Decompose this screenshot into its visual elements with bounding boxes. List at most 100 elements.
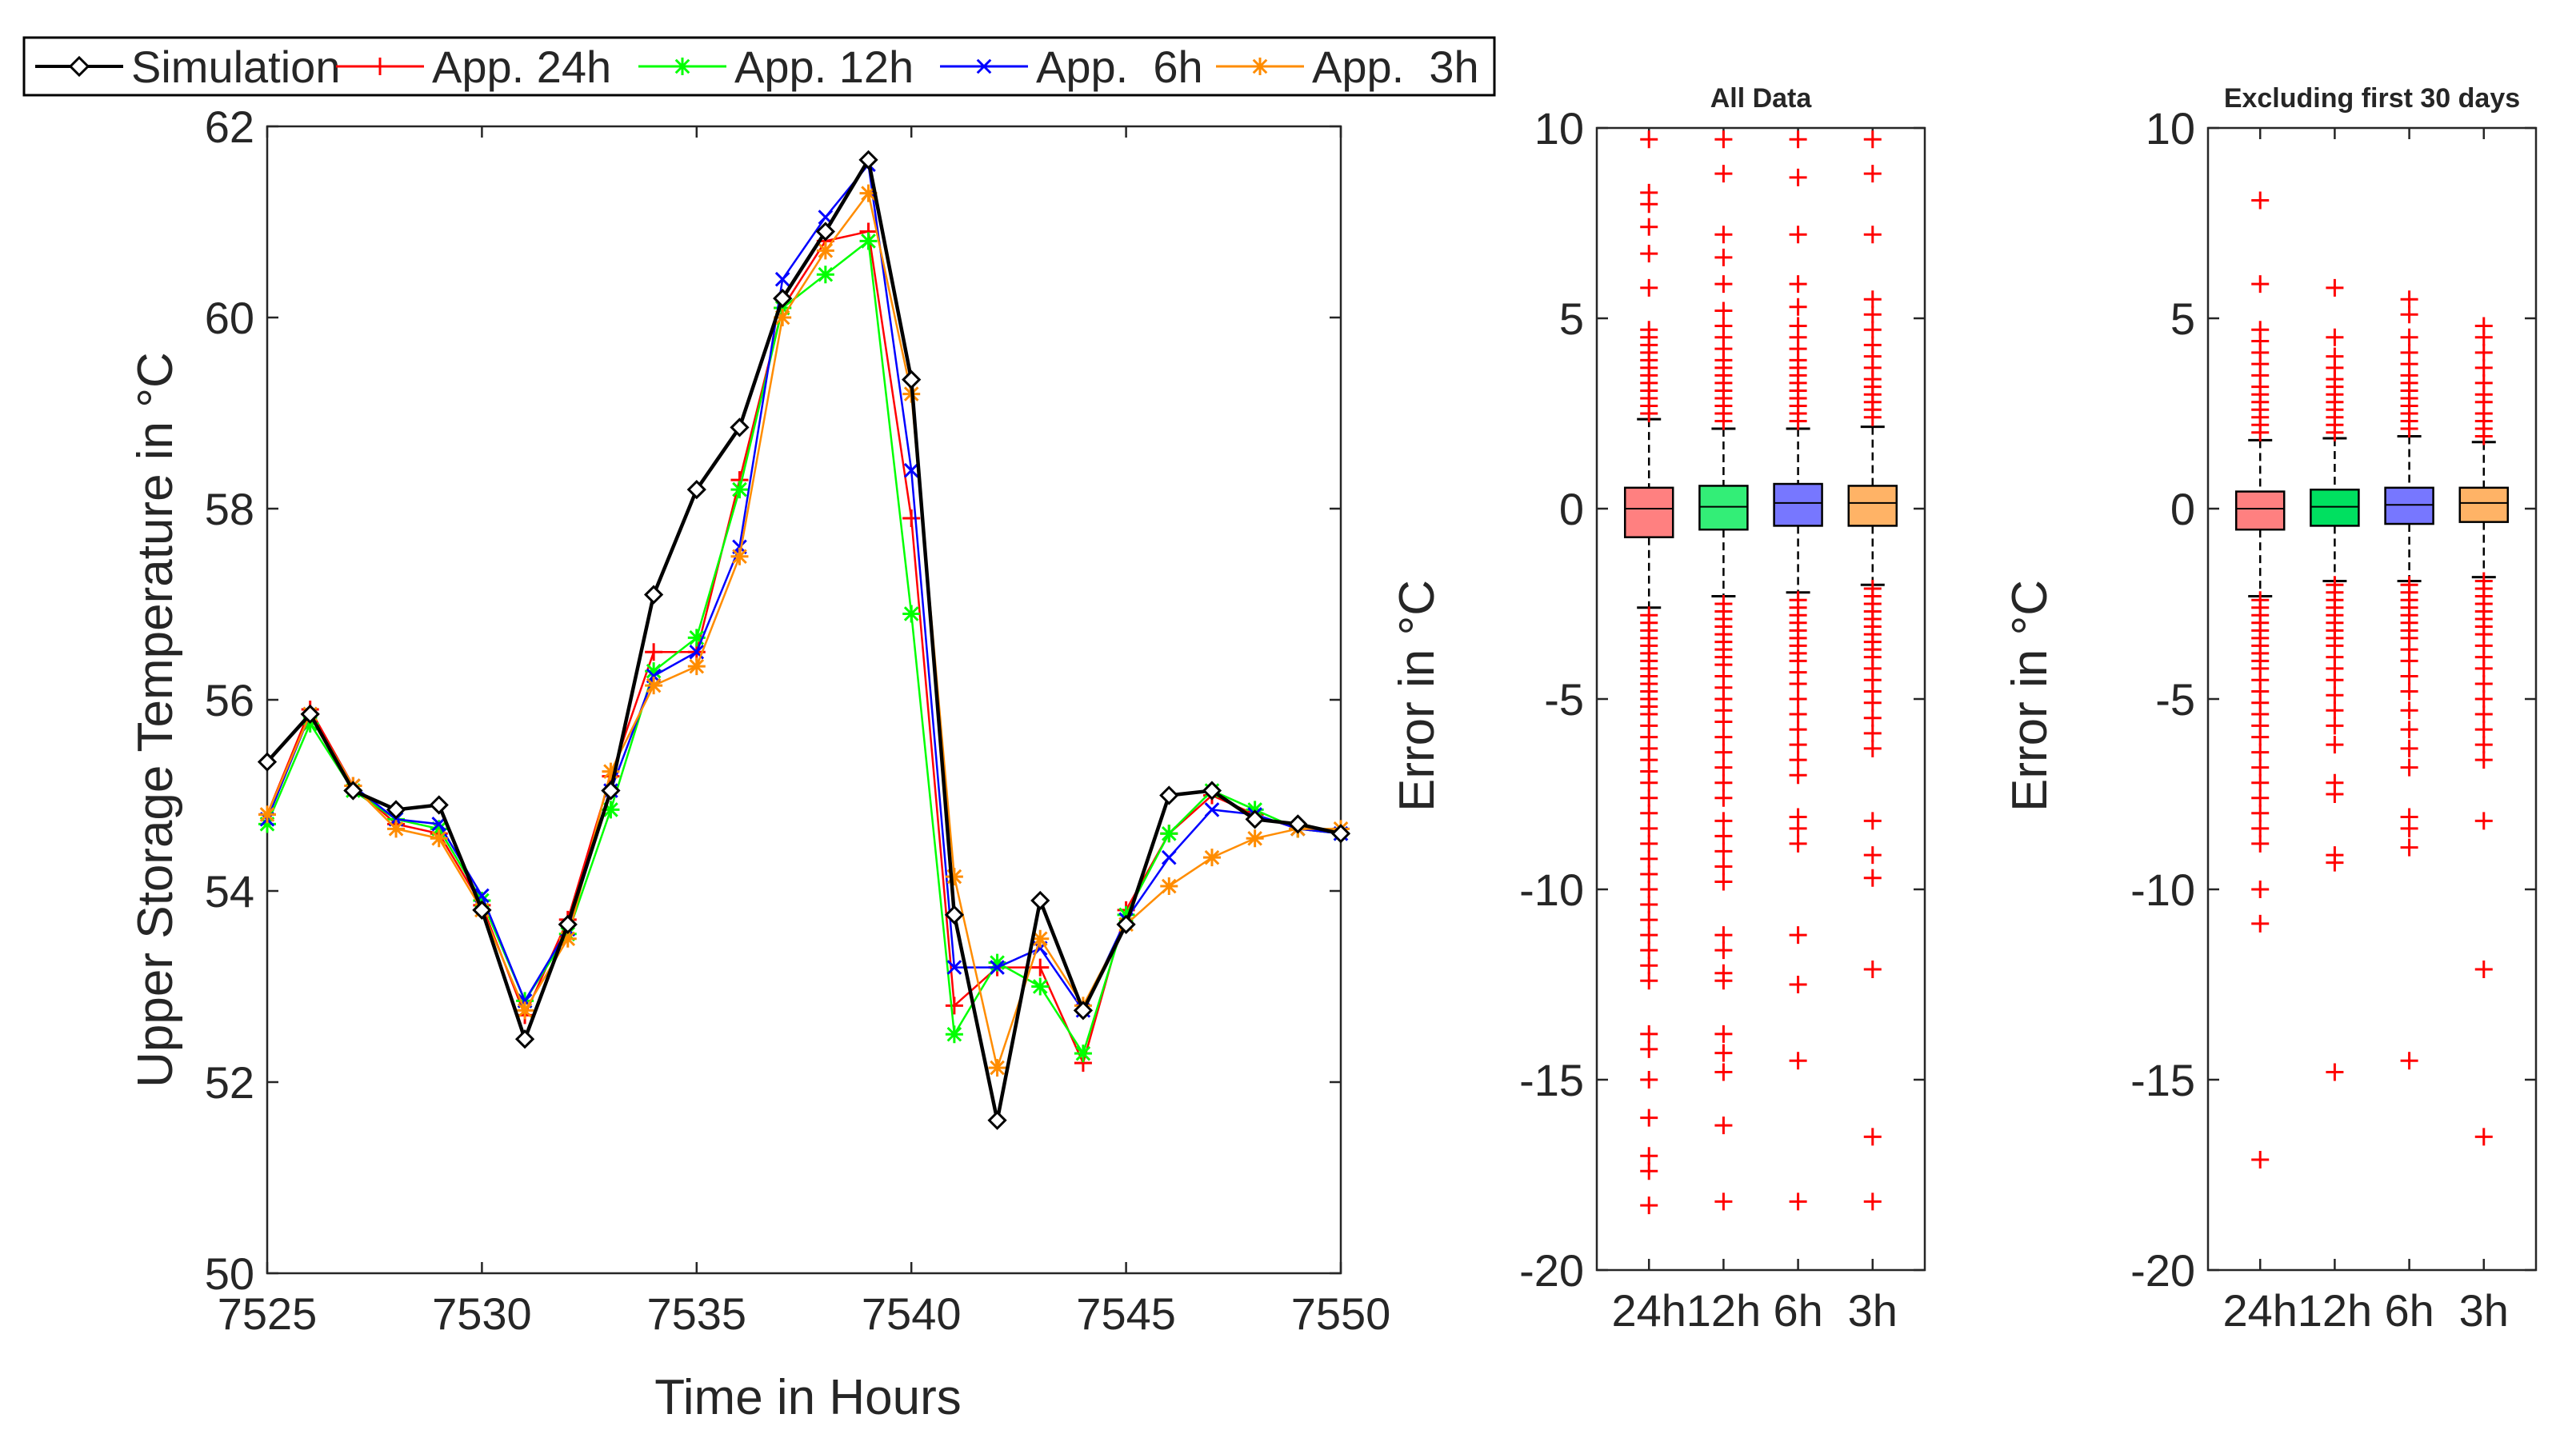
- outlier-shape: [1714, 773, 1733, 792]
- outlier: [1789, 834, 1807, 853]
- outlier-shape: [1714, 226, 1733, 244]
- outlier-shape: [1789, 168, 1807, 186]
- outlier-shape: [2326, 347, 2344, 365]
- outlier-shape: [2400, 290, 2418, 309]
- outlier: [1863, 1128, 1882, 1146]
- outlier: [2400, 739, 2418, 757]
- outlier-shape: [1789, 834, 1807, 853]
- data-point-shape: [945, 1025, 963, 1044]
- outlier-shape: [2400, 701, 2418, 720]
- data-point: [686, 479, 706, 500]
- outlier-shape: [2251, 743, 2270, 761]
- outlier-shape: [2251, 804, 2270, 822]
- outlier: [1714, 926, 1733, 945]
- data-point-shape: [1073, 1001, 1094, 1021]
- outlier-shape: [2326, 736, 2344, 754]
- outlier-shape: [1863, 812, 1882, 830]
- outlier: [1789, 226, 1807, 244]
- data-point-shape: [1330, 824, 1351, 844]
- outlier: [1640, 321, 1658, 339]
- outlier: [1789, 317, 1807, 335]
- y-tick-label: 5: [2170, 294, 2195, 344]
- outlier: [2251, 789, 2270, 807]
- data-point: [859, 232, 878, 250]
- outlier: [2326, 278, 2344, 297]
- outlier: [1640, 1040, 1658, 1058]
- outlier: [1789, 1192, 1807, 1211]
- outlier: [2474, 343, 2493, 362]
- y-tick-label: 0: [1559, 484, 1584, 534]
- outlier: [1640, 1025, 1658, 1043]
- outlier: [2251, 834, 2270, 853]
- data-point: [730, 547, 749, 565]
- data-point-shape: [1202, 849, 1221, 867]
- outlier: [1714, 773, 1733, 792]
- boxplot-all-data: All Data Error in °C: [1390, 83, 1812, 812]
- outlier-shape: [1714, 728, 1733, 746]
- outlier: [1863, 869, 1882, 887]
- data-point: [944, 905, 965, 925]
- outlier: [2474, 358, 2493, 377]
- outlier-shape: [1789, 690, 1807, 708]
- outlier: [1789, 926, 1807, 945]
- outlier-shape: [1714, 165, 1733, 183]
- data-point-shape: [1116, 914, 1136, 934]
- outlier: [1789, 168, 1807, 186]
- outlier: [1863, 846, 1882, 865]
- legend-label: App. 24h: [432, 42, 611, 92]
- outlier-shape: [1789, 705, 1807, 724]
- outlier: [2400, 721, 2418, 739]
- outlier-shape: [2474, 812, 2493, 830]
- data-point-shape: [516, 1001, 534, 1020]
- outlier: [1640, 789, 1658, 807]
- outlier: [1789, 819, 1807, 837]
- y-tick-label: -5: [1544, 674, 1584, 725]
- data-point: [1031, 977, 1050, 996]
- y-tick-label: 60: [205, 293, 254, 343]
- data-point: [945, 997, 963, 1015]
- outlier: [2251, 275, 2270, 294]
- outlier: [1640, 773, 1658, 792]
- data-point-shape: [1031, 958, 1050, 977]
- outlier: [1640, 834, 1658, 853]
- outlier-shape: [1789, 674, 1807, 693]
- outlier: [1714, 1192, 1733, 1211]
- outlier-shape: [1789, 226, 1807, 244]
- outlier: [1714, 130, 1733, 149]
- y-tick-label: 0: [2170, 484, 2195, 534]
- y-tick-label: -20: [2130, 1245, 2195, 1296]
- data-point: [988, 1059, 1006, 1077]
- outlier: [1640, 1147, 1658, 1165]
- outlier: [1714, 317, 1733, 335]
- outlier-shape: [2251, 819, 2270, 837]
- outlier-shape: [1640, 1196, 1658, 1215]
- outlier: [1640, 1196, 1658, 1215]
- data-point: [645, 677, 663, 695]
- outlier-shape: [2326, 717, 2344, 735]
- box-3h: [2458, 317, 2510, 1146]
- data-point: [816, 266, 834, 284]
- outlier-shape: [1863, 1192, 1882, 1211]
- data-point-shape: [1288, 814, 1308, 834]
- outlier: [1863, 226, 1882, 244]
- outlier-shape: [1789, 130, 1807, 149]
- box-body: [2310, 488, 2360, 527]
- outlier-shape: [1714, 873, 1733, 891]
- legend-marker-shape: [674, 58, 691, 75]
- outlier: [1640, 896, 1658, 914]
- outlier: [2326, 686, 2344, 705]
- data-point: [602, 762, 620, 781]
- outlier-shape: [1714, 302, 1733, 320]
- outlier-shape: [2400, 838, 2418, 857]
- legend-marker: [976, 58, 992, 74]
- outlier-shape: [1789, 819, 1807, 837]
- data-point-shape: [300, 704, 320, 725]
- outlier-shape: [1640, 321, 1658, 339]
- outlier-shape: [2474, 1128, 2493, 1146]
- data-point: [946, 960, 962, 975]
- outlier-shape: [1640, 926, 1658, 945]
- data-point: [1031, 929, 1050, 948]
- data-point: [815, 222, 835, 242]
- outlier-shape: [2400, 667, 2418, 685]
- y-tick-label: 62: [205, 102, 254, 152]
